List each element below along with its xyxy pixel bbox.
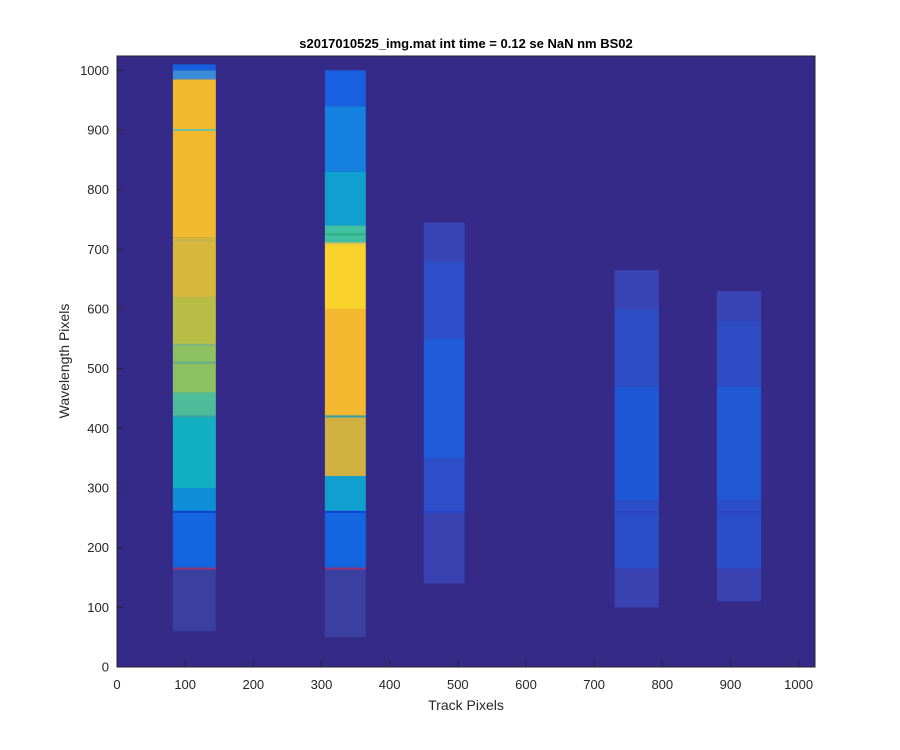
y-tick-label: 200 <box>87 540 109 555</box>
chart-title: s2017010525_img.mat int time = 0.12 se N… <box>299 36 633 51</box>
y-tick-label: 0 <box>102 660 109 675</box>
band-4-segment-5 <box>614 270 659 309</box>
band-1-line-7 <box>172 128 216 131</box>
y-tick-label: 800 <box>87 182 109 197</box>
band-1-line-6 <box>172 239 216 242</box>
band-5-segment-5 <box>716 291 762 321</box>
band-2-segment-9 <box>324 106 366 172</box>
x-tick-label: 800 <box>651 677 673 692</box>
band-1-segment-6 <box>172 344 216 393</box>
x-tick-label: 0 <box>113 677 120 692</box>
x-tick-label: 300 <box>311 677 333 692</box>
band-4-segment-4 <box>614 308 659 387</box>
band-1-segment-5 <box>172 392 216 417</box>
band-3-segment-1 <box>423 511 465 584</box>
band-5 <box>716 291 762 602</box>
band-3-segment-5 <box>423 222 465 262</box>
x-axis: 0 100 200 300 400 500 600 700 800 900 1000 <box>113 661 813 692</box>
x-tick-label: 400 <box>379 677 401 692</box>
x-tick-label: 500 <box>447 677 469 692</box>
band-1-line-2 <box>172 510 216 513</box>
band-3-segment-3 <box>423 338 465 459</box>
x-tick-label: 200 <box>242 677 264 692</box>
x-tick-label: 600 <box>515 677 537 692</box>
x-tick-label: 1000 <box>784 677 813 692</box>
band-1-segment-10 <box>172 70 216 80</box>
band-2 <box>324 70 366 638</box>
plot-frame <box>116 55 816 668</box>
band-2-segment-10 <box>324 70 366 107</box>
y-tick-label: 1000 <box>80 63 109 78</box>
band-2-segment-8 <box>324 171 366 226</box>
heatmap-background <box>117 56 815 667</box>
band-1-line-3 <box>172 415 216 418</box>
y-axis-label: Wavelength Pixels <box>56 304 72 419</box>
band-1-line-4 <box>172 361 216 364</box>
band-1-segment-1 <box>172 568 216 632</box>
y-tick-label: 700 <box>87 242 109 257</box>
y-tick-label: 500 <box>87 361 109 376</box>
band-3-line-1 <box>423 510 465 513</box>
band-5-segment-2 <box>716 499 762 569</box>
x-tick-label: 700 <box>583 677 605 692</box>
band-4-segment-2 <box>614 499 659 569</box>
band-3-segment-2 <box>423 458 465 512</box>
band-5-segment-1 <box>716 568 762 602</box>
band-4 <box>614 270 659 608</box>
band-1 <box>172 64 216 632</box>
band-2-segment-4 <box>324 416 366 477</box>
band-1-line-1 <box>172 567 216 570</box>
band-1-segment-8 <box>172 237 216 298</box>
band-4-segment-1 <box>614 568 659 608</box>
band-2-line-1 <box>324 567 366 570</box>
band-5-segment-3 <box>716 386 762 500</box>
y-tick-label: 300 <box>87 480 109 495</box>
band-2-segment-3 <box>324 476 366 512</box>
band-2-segment-2 <box>324 511 366 569</box>
x-tick-label: 100 <box>174 677 196 692</box>
band-1-line-5 <box>172 343 216 346</box>
band-2-line-3 <box>324 415 366 418</box>
band-1-segment-2 <box>172 511 216 569</box>
band-4-segment-3 <box>614 386 659 500</box>
band-3 <box>423 222 465 584</box>
band-5-segment-4 <box>716 320 762 387</box>
y-axis: 0 100 200 300 400 500 600 700 800 900 1000 <box>80 63 123 675</box>
band-2-segment-5 <box>324 308 366 417</box>
band-1-segment-4 <box>172 416 216 488</box>
band-3-segment-4 <box>423 261 465 339</box>
y-tick-label: 900 <box>87 122 109 137</box>
band-1-segment-7 <box>172 297 216 345</box>
x-tick-label: 900 <box>720 677 742 692</box>
y-tick-label: 400 <box>87 421 109 436</box>
band-2-segment-6 <box>324 243 366 309</box>
band-1-segment-9 <box>172 79 216 238</box>
band-2-line-5 <box>324 233 366 236</box>
band-2-segment-1 <box>324 568 366 638</box>
band-5-line-1 <box>716 510 762 513</box>
band-1-segment-3 <box>172 487 216 512</box>
y-tick-label: 600 <box>87 301 109 316</box>
band-2-line-4 <box>324 242 366 245</box>
x-axis-label: Track Pixels <box>428 697 504 713</box>
band-4-line-1 <box>614 510 659 513</box>
intensity-bands <box>172 64 762 638</box>
y-tick-label: 100 <box>87 600 109 615</box>
band-1-segment-11 <box>172 64 216 71</box>
band-2-line-2 <box>324 510 366 513</box>
plot-area <box>116 55 816 668</box>
